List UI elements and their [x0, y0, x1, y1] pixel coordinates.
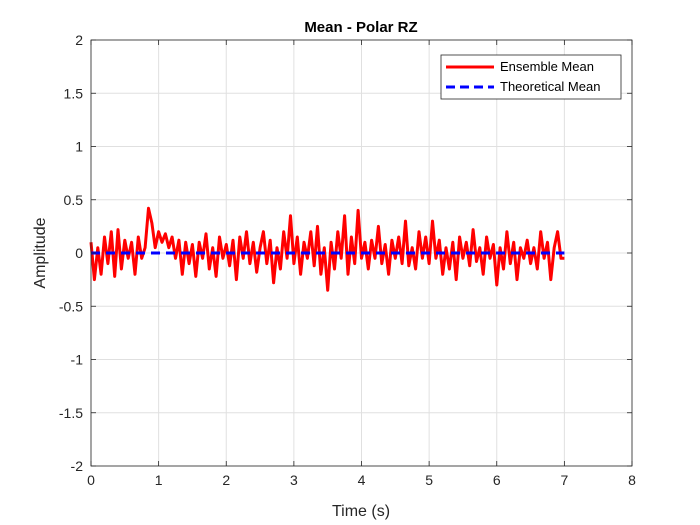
y-tick-label: -2 — [71, 458, 84, 474]
series-layer — [89, 206, 565, 292]
y-tick-label: -1.5 — [59, 405, 83, 421]
y-tick-label: 0 — [75, 245, 83, 261]
x-tick-label: 7 — [560, 472, 568, 488]
chart-title: Mean - Polar RZ — [304, 19, 417, 36]
x-tick-label: 6 — [493, 472, 501, 488]
x-tick-label: 2 — [222, 472, 230, 488]
ticks: 0 1 2 3 4 5 6 7 8 -2 -1.5 -1 -0.5 0 0.5 1 1.5 2 — [59, 32, 636, 488]
legend: Ensemble Mean Theoretical Mean — [440, 54, 622, 100]
y-tick-label: 1 — [75, 139, 83, 155]
y-tick-label: 2 — [75, 32, 83, 48]
x-tick-label: 3 — [290, 472, 298, 488]
x-tick-label: 0 — [87, 472, 95, 488]
legend-box — [440, 54, 622, 100]
x-tick-label: 1 — [155, 472, 163, 488]
series-line-ensemble-mean — [89, 206, 565, 292]
y-axis-label: Amplitude — [32, 217, 49, 288]
legend-label-ensemble: Ensemble Mean — [500, 59, 594, 74]
y-tick-label: -0.5 — [59, 298, 83, 314]
legend-label-theoretical: Theoretical Mean — [500, 79, 600, 94]
y-tick-label: 0.5 — [64, 192, 84, 208]
x-tick-label: 5 — [425, 472, 433, 488]
y-tick-label: 1.5 — [64, 85, 84, 101]
x-axis-label: Time (s) — [332, 503, 390, 520]
x-tick-label: 8 — [628, 472, 636, 488]
y-tick-label: -1 — [71, 352, 84, 368]
x-tick-label: 4 — [358, 472, 366, 488]
